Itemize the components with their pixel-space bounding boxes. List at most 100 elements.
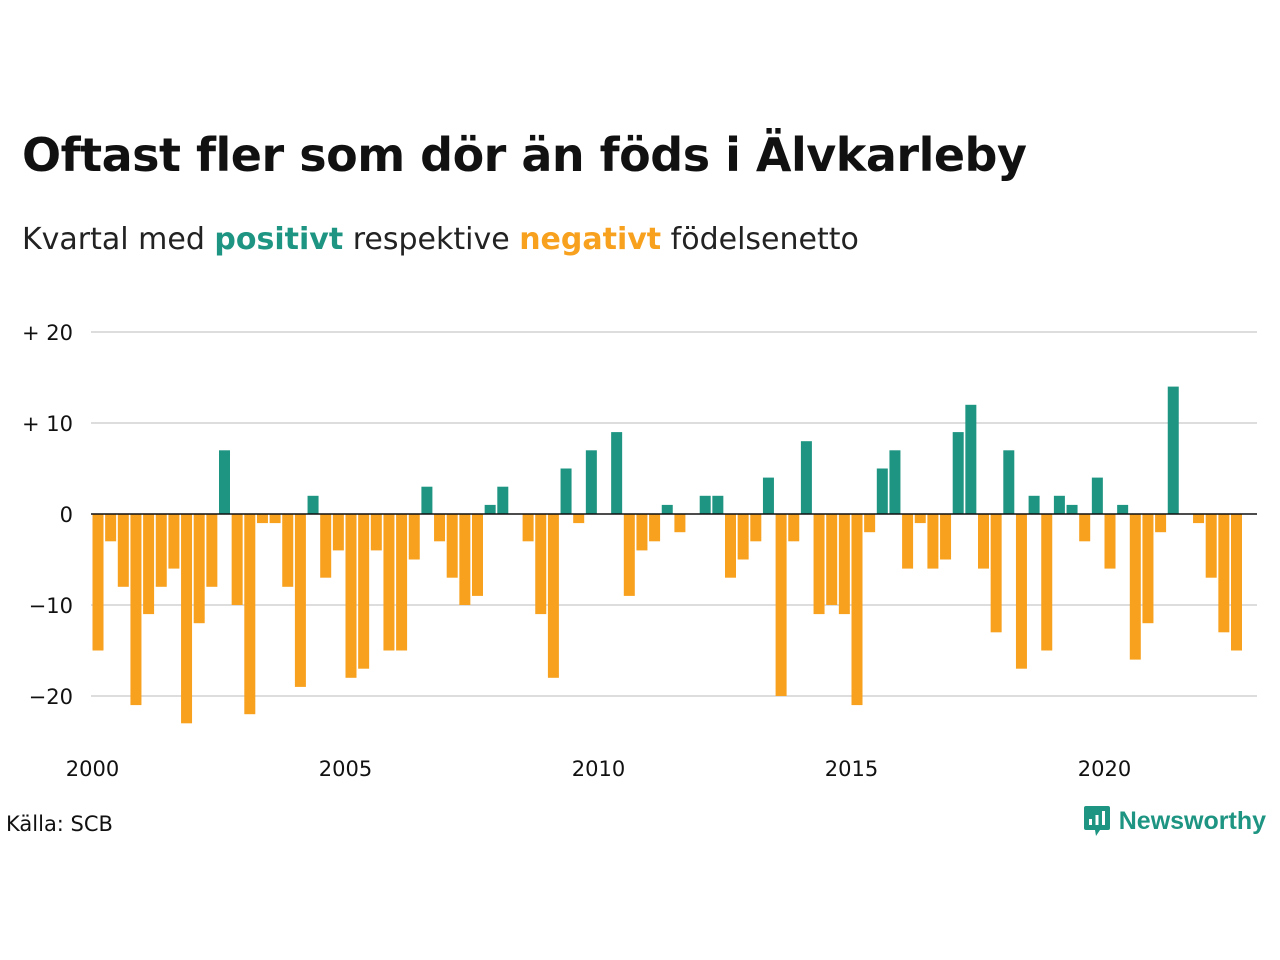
bar <box>307 495 319 514</box>
bar <box>1041 514 1053 651</box>
bar <box>813 514 825 615</box>
bar <box>1205 514 1217 578</box>
bar <box>459 514 471 605</box>
x-axis-labels: 2000 2005 2010 2015 2020 <box>66 757 1131 781</box>
bar <box>1028 495 1040 514</box>
bar <box>522 514 534 542</box>
newsworthy-logo-icon <box>1083 806 1110 836</box>
bar <box>1218 514 1230 633</box>
bar <box>775 514 787 696</box>
bar <box>661 504 673 514</box>
y-tick-label: −20 <box>29 685 73 709</box>
bar <box>978 514 989 569</box>
chart-subtitle: Kvartal med positivt respektive negativt… <box>22 222 859 257</box>
bar <box>851 514 863 706</box>
bar <box>876 468 888 514</box>
bar <box>623 514 635 596</box>
brand: Newsworthy <box>1083 804 1266 838</box>
bar <box>1142 514 1154 624</box>
bar <box>143 514 155 615</box>
subtitle-positive-word: positivt <box>214 222 344 257</box>
bar <box>1117 504 1129 514</box>
bar <box>1129 514 1141 660</box>
bar <box>1155 514 1167 533</box>
bar-chart: + 20 + 10 0 −10 −20 2000 2005 2010 2015 2020 <box>22 321 1257 781</box>
bar <box>725 514 736 578</box>
bar <box>358 514 370 669</box>
brand-name: Newsworthy <box>1118 806 1266 835</box>
bar <box>484 504 496 514</box>
bar <box>547 514 559 678</box>
y-axis-labels: + 20 + 10 0 −10 −20 <box>22 321 73 709</box>
bar <box>269 514 281 524</box>
bar <box>105 514 117 542</box>
subtitle-text-2: respektive <box>343 222 520 257</box>
bar <box>1079 514 1091 542</box>
bar <box>193 514 205 624</box>
bar <box>1015 514 1027 669</box>
bar <box>1066 504 1078 514</box>
bar <box>1167 386 1179 514</box>
bar <box>497 486 509 514</box>
gridlines <box>91 331 1257 697</box>
bar <box>472 514 483 596</box>
bar <box>864 514 876 533</box>
x-tick-label: 2010 <box>572 757 625 781</box>
bar <box>155 514 167 587</box>
y-tick-label: 0 <box>60 503 73 527</box>
bar <box>408 514 420 560</box>
bar <box>573 514 585 524</box>
bar <box>168 514 180 569</box>
bar <box>750 514 762 542</box>
chart-title: Oftast fler som dör än föds i Älvkarleby <box>22 128 1027 182</box>
subtitle-text-3: födelsenetto <box>661 222 859 257</box>
x-tick-label: 2000 <box>66 757 119 781</box>
bar <box>421 486 433 514</box>
bar <box>712 495 724 514</box>
subtitle-text-1: Kvartal med <box>22 222 215 257</box>
bar <box>788 514 800 542</box>
bar <box>940 514 952 560</box>
bar <box>649 514 661 542</box>
bar <box>902 514 914 569</box>
bar <box>585 450 597 514</box>
bar <box>282 514 294 587</box>
y-tick-label: + 10 <box>22 412 73 436</box>
bar <box>117 514 129 587</box>
bar <box>345 514 357 678</box>
bar <box>636 514 648 551</box>
bar <box>244 514 256 715</box>
bar <box>206 514 218 587</box>
bar <box>1053 495 1065 514</box>
bar <box>611 432 623 514</box>
bar <box>130 514 142 706</box>
y-tick-label: + 20 <box>22 321 73 345</box>
x-tick-label: 2020 <box>1078 757 1131 781</box>
bar <box>1003 450 1015 514</box>
bar <box>434 514 446 542</box>
bar <box>535 514 547 615</box>
bar <box>92 514 104 651</box>
bars <box>92 386 1242 724</box>
bar <box>838 514 850 615</box>
bar <box>370 514 382 551</box>
bar <box>965 404 977 514</box>
bar <box>1091 477 1103 514</box>
bar <box>560 468 572 514</box>
x-tick-label: 2015 <box>825 757 878 781</box>
bar <box>762 477 774 514</box>
bar <box>952 432 964 514</box>
bar <box>294 514 306 687</box>
subtitle-negative-word: negativt <box>519 222 662 257</box>
bar <box>914 514 926 524</box>
bar <box>737 514 749 560</box>
bar <box>1231 514 1242 651</box>
bar <box>320 514 332 578</box>
y-tick-label: −10 <box>29 594 73 618</box>
bar <box>256 514 268 524</box>
bar <box>826 514 838 605</box>
bar <box>1104 514 1116 569</box>
bar <box>800 441 812 514</box>
bar <box>889 450 901 514</box>
bar <box>181 514 193 724</box>
